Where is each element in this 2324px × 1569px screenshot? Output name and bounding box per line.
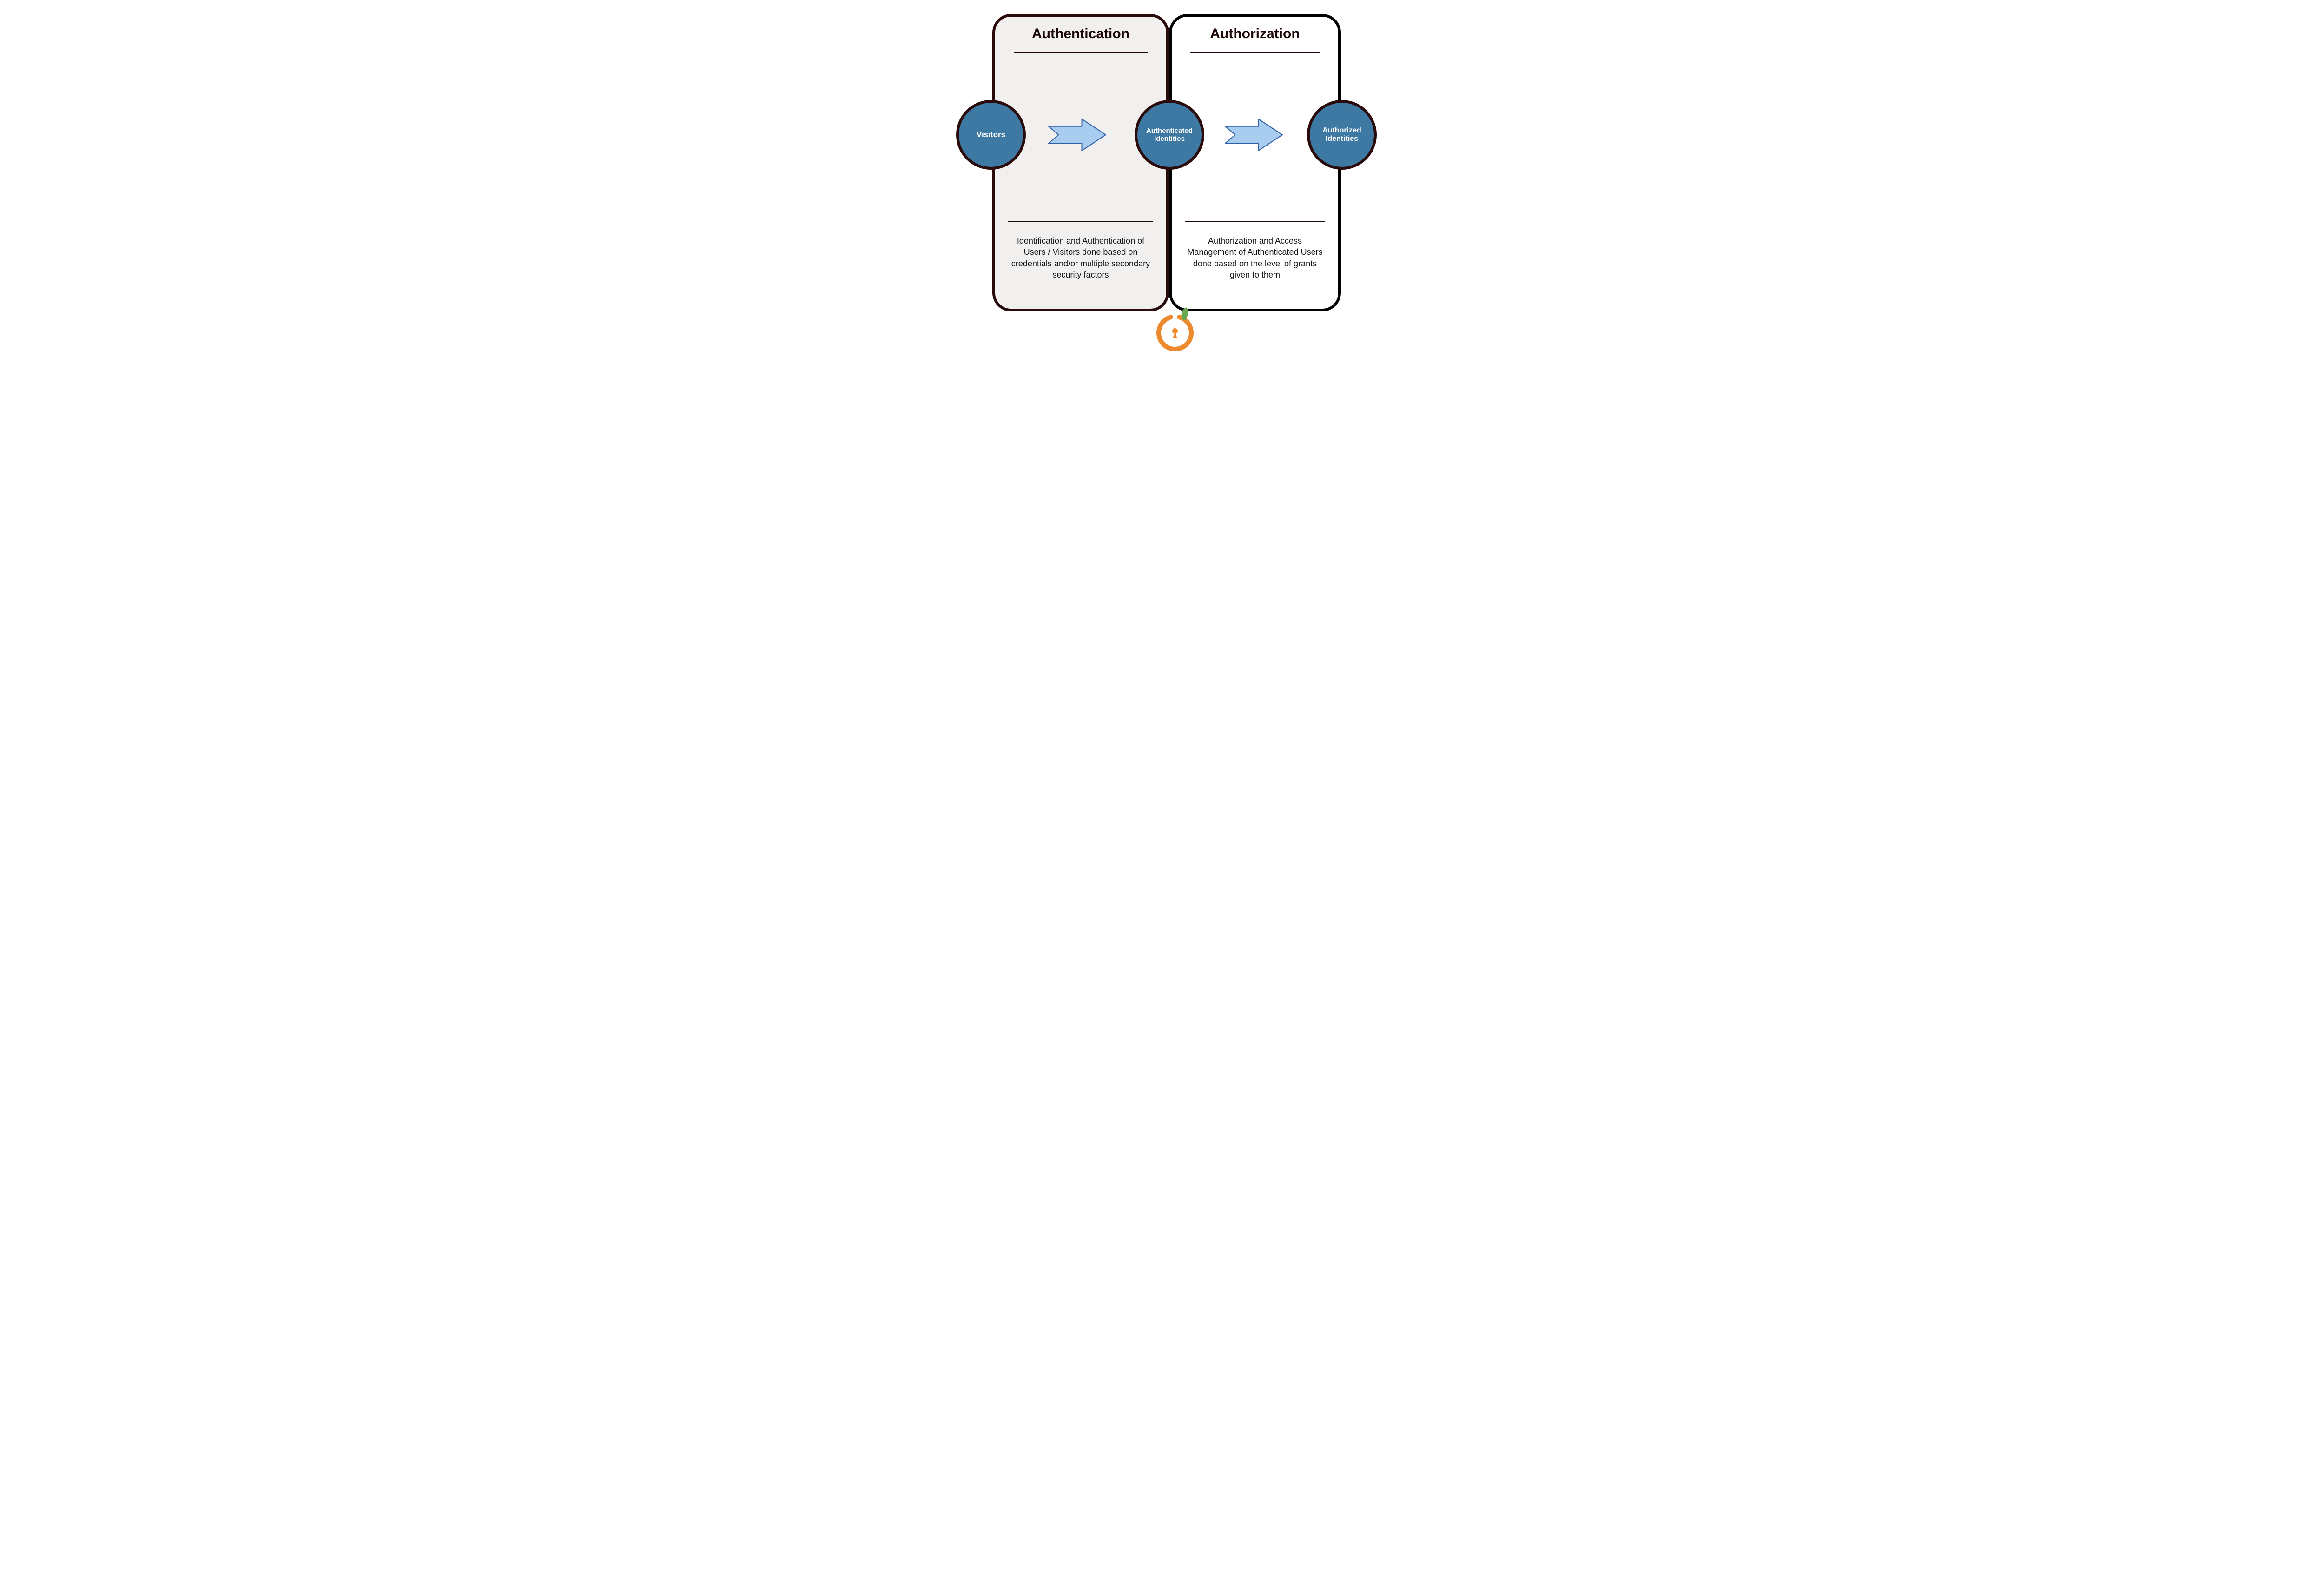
panel-authentication: Authentication Identification and Authen… bbox=[992, 14, 1169, 311]
panel-authentication-rule-bottom bbox=[1008, 221, 1153, 222]
panel-authentication-rule-top bbox=[1014, 52, 1148, 53]
panel-authorization-rule-bottom bbox=[1185, 221, 1325, 222]
node-authenticated-identities: Authenticated Identities bbox=[1135, 100, 1204, 170]
diagram-canvas: Authentication Identification and Authen… bbox=[853, 0, 1471, 348]
arrow-authn bbox=[1048, 119, 1106, 151]
brand-logo-icon bbox=[1151, 307, 1199, 355]
node-visitors-label: Visitors bbox=[977, 130, 1005, 139]
panel-authentication-description: Identification and Authentication of Use… bbox=[1006, 235, 1155, 280]
panel-authorization-description: Authorization and Access Management of A… bbox=[1183, 235, 1327, 280]
panel-authentication-title: Authentication bbox=[995, 26, 1166, 42]
panel-authorization-title: Authorization bbox=[1172, 26, 1338, 42]
panel-authorization-rule-top bbox=[1190, 52, 1320, 53]
arrow-authz bbox=[1225, 119, 1283, 151]
panel-authorization: Authorization Authorization and Access M… bbox=[1169, 14, 1341, 311]
node-visitors: Visitors bbox=[956, 100, 1026, 170]
node-authorized-identities: Authorized Identities bbox=[1307, 100, 1377, 170]
node-authorized-identities-label: Authorized Identities bbox=[1313, 126, 1371, 143]
node-authenticated-identities-label: Authenticated Identities bbox=[1140, 127, 1199, 143]
